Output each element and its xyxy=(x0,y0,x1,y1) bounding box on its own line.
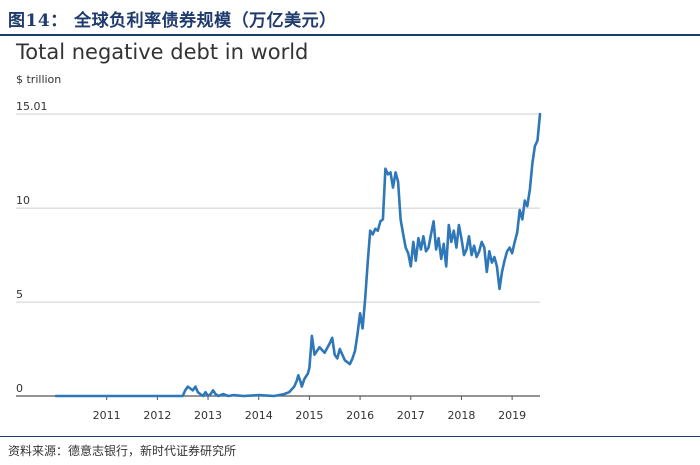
x-tick-label: 2012 xyxy=(143,409,171,422)
x-axis-ticks: 2011 2012 2013 2014 2015 2016 2017 2018 2019 xyxy=(93,396,526,422)
y-axis-unit-label: $ trillion xyxy=(16,73,62,86)
figure-header: 图14： 全球负利率债券规模（万亿美元） xyxy=(0,0,700,34)
y-tick-label: 15.01 xyxy=(16,100,48,113)
figure-source: 资料来源：德意志银行，新时代证券研究所 xyxy=(8,444,237,458)
y-tick-label: 10 xyxy=(16,194,30,207)
y-tick-label: 5 xyxy=(16,288,23,301)
x-tick-label: 2017 xyxy=(397,409,425,422)
figure-title-rule xyxy=(0,34,700,36)
x-tick-label: 2019 xyxy=(498,409,526,422)
grid-lines xyxy=(16,113,540,397)
y-axis-ticks: 0 5 10 15.01 xyxy=(16,100,48,395)
figure-footer-rule xyxy=(0,436,700,437)
chart-title: Total negative debt in world xyxy=(16,40,309,64)
x-tick-label: 2016 xyxy=(346,409,374,422)
x-tick-label: 2013 xyxy=(194,409,222,422)
series-line xyxy=(54,112,542,398)
x-tick-label: 2011 xyxy=(93,409,121,422)
x-tick-label: 2014 xyxy=(245,409,273,422)
figure-title: 图14： 全球负利率债券规模（万亿美元） xyxy=(8,11,337,31)
series-group xyxy=(54,112,542,398)
y-tick-label: 0 xyxy=(16,382,23,395)
x-tick-label: 2015 xyxy=(295,409,323,422)
x-tick-label: 2018 xyxy=(447,409,475,422)
